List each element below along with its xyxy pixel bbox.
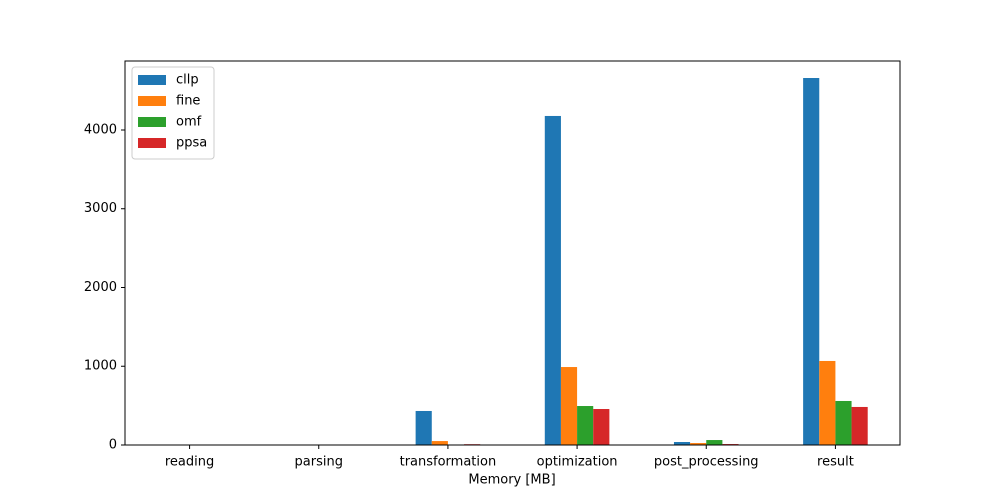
legend-label: ppsa (176, 136, 207, 151)
legend-box (131, 66, 215, 160)
legend-swatch (138, 138, 166, 148)
plot-frame (124, 60, 901, 446)
x-tick-label: transformation (400, 455, 497, 470)
legend-swatch (138, 96, 166, 106)
legend-label: omf (176, 115, 202, 130)
x-tick-label: parsing (295, 455, 343, 470)
bar (560, 367, 578, 445)
y-tick-label: 2000 (84, 280, 117, 295)
x-tick-label: optimization (537, 455, 618, 470)
y-tick-label: 0 (109, 438, 117, 453)
legend-swatch (138, 117, 166, 127)
bar (819, 360, 836, 445)
legend-label: cllp (176, 73, 199, 88)
legend-swatch (138, 75, 166, 85)
y-tick-label: 3000 (84, 201, 117, 216)
bar (835, 400, 852, 445)
bar (431, 441, 448, 445)
bar (544, 115, 561, 445)
bar (415, 410, 432, 445)
y-tick-label: 4000 (84, 122, 117, 137)
bar (593, 409, 610, 445)
x-tick-label: reading (165, 455, 214, 470)
x-tick-label: post_processing (654, 455, 759, 470)
bar (577, 406, 594, 445)
bar (803, 78, 820, 445)
legend-label: fine (176, 94, 200, 109)
bar (706, 440, 723, 445)
bar (851, 406, 868, 445)
x-axis-label: Memory [MB] (468, 473, 555, 488)
y-tick-label: 1000 (84, 359, 117, 374)
x-tick-label: result (817, 455, 854, 470)
bar (690, 443, 707, 445)
bar (673, 442, 691, 445)
